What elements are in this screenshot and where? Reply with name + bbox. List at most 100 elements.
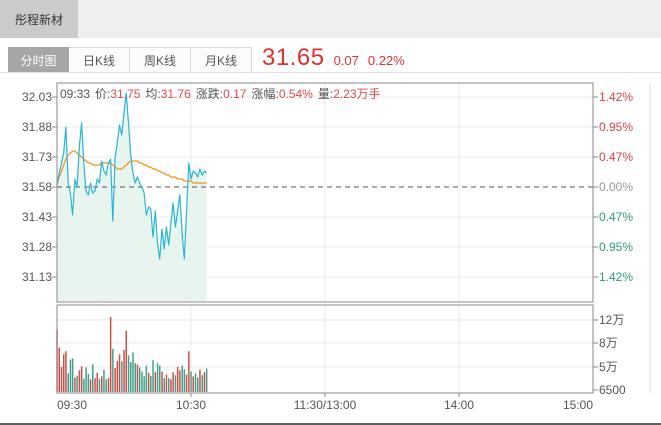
header-strip: 彤程新材 [0, 0, 661, 38]
volume-bar [69, 359, 72, 392]
stock-name: 彤程新材 [14, 12, 63, 27]
pct-axis-label: 1.42% [599, 90, 634, 104]
volume-bar [125, 330, 127, 392]
tab-daily-k[interactable]: 日K线 [69, 47, 130, 73]
volume-bar [156, 363, 159, 392]
pct-axis-label: 0.00% [599, 180, 634, 194]
stock-name-tab[interactable]: 彤程新材 [0, 0, 78, 38]
info-field-value: 31.75 [110, 87, 141, 101]
volume-bar [121, 361, 123, 392]
volume-bar [107, 378, 110, 392]
volume-bar [96, 372, 98, 392]
volume-bar [105, 379, 107, 392]
volume-bar [87, 374, 90, 392]
info-time: 09:33 [60, 87, 91, 101]
volume-bar [176, 366, 179, 392]
volume-bar [179, 370, 181, 392]
volume-bar [159, 365, 161, 392]
volume-bar [103, 369, 105, 392]
pct-axis-label: 0.47% [599, 150, 634, 164]
volume-bar [94, 378, 96, 392]
info-field-value: 31.76 [160, 87, 191, 101]
volume-bar [194, 373, 197, 392]
volume-bar [83, 378, 85, 392]
volume-axis-label: 5万 [599, 360, 618, 374]
pct-axis-label: 1.42% [599, 270, 634, 284]
info-field-value: 0.54% [278, 87, 313, 101]
chart-type-tabs: 分时图 日K线 周K线 月K线 [8, 47, 252, 73]
volume-bar [152, 360, 154, 392]
volume-bar [190, 371, 192, 392]
x-axis-label: 15:00 [562, 398, 593, 412]
volume-bar [192, 376, 194, 392]
volume-bar [65, 351, 67, 392]
main-chart-border [56, 82, 594, 303]
volume-bar [172, 372, 174, 392]
volume-bar [130, 362, 132, 392]
price-change-pct: 0.22% [367, 53, 405, 68]
volume-bar [168, 378, 170, 392]
volume-bar [74, 377, 76, 392]
volume-bar [161, 371, 163, 392]
volume-bar [67, 373, 69, 392]
volume-bar [132, 352, 134, 392]
volume-bar [201, 375, 203, 392]
tab-fenshi[interactable]: 分时图 [8, 47, 69, 73]
volume-bar [118, 354, 121, 392]
volume-bar [181, 365, 183, 392]
volume-bar [154, 372, 157, 392]
volume-bar [199, 369, 201, 392]
volume-bar [78, 370, 81, 392]
volume-bar [141, 371, 143, 392]
info-field-label: 价: [95, 87, 111, 101]
volume-axis-label: 12万 [599, 313, 625, 327]
pct-axis-label: 0.47% [599, 210, 634, 224]
volume-bar [174, 375, 177, 392]
price-line [56, 92, 208, 260]
price-axis-label: 31.43 [21, 210, 52, 224]
volume-bar [123, 350, 125, 392]
volume-bar [170, 379, 172, 392]
volume-bar [145, 365, 148, 392]
volume-bar [101, 376, 103, 392]
volume-bar [138, 367, 141, 392]
volume-bar [134, 363, 136, 392]
volume-bar [165, 374, 168, 392]
x-axis-label: 14:00 [443, 398, 475, 412]
tab-monthly-k[interactable]: 月K线 [191, 47, 252, 73]
price-area-fill [57, 93, 207, 301]
volume-bar [127, 355, 130, 392]
last-price: 31.65 [262, 44, 325, 71]
volume-bar [80, 366, 83, 392]
price-axis-label: 31.28 [21, 240, 52, 254]
volume-bar [98, 378, 101, 392]
volume-bar [147, 372, 150, 392]
volume-bar [114, 368, 116, 392]
volume-bar [92, 364, 94, 392]
volume-bar [143, 376, 145, 392]
tab-row-divider [0, 72, 661, 73]
volume-bar [136, 364, 139, 392]
volume-bar [150, 375, 152, 392]
price-change: 0.07 [333, 53, 359, 68]
volume-axis-label: 6500 [599, 383, 626, 397]
x-axis-label: 11:30/13:00 [293, 398, 357, 412]
x-axis-label: 10:30 [175, 398, 207, 412]
volume-bar [109, 317, 112, 392]
info-field-value: 2.23万手 [333, 87, 381, 101]
price-axis-label: 31.13 [21, 270, 52, 284]
volume-bar [71, 358, 74, 392]
info-field-label: 量: [317, 87, 334, 101]
pct-axis-label: 0.95% [599, 240, 634, 254]
volume-bar [205, 368, 208, 392]
volume-bar [76, 375, 78, 392]
info-field-label: 涨幅: [251, 87, 279, 101]
volume-bar [112, 348, 114, 392]
quote-block: 31.65 0.07 0.22% [262, 44, 405, 74]
volume-bar [58, 347, 60, 392]
price-axis-label: 32.03 [21, 90, 52, 104]
volume-bar [197, 377, 199, 392]
price-axis-label: 31.73 [21, 150, 52, 164]
